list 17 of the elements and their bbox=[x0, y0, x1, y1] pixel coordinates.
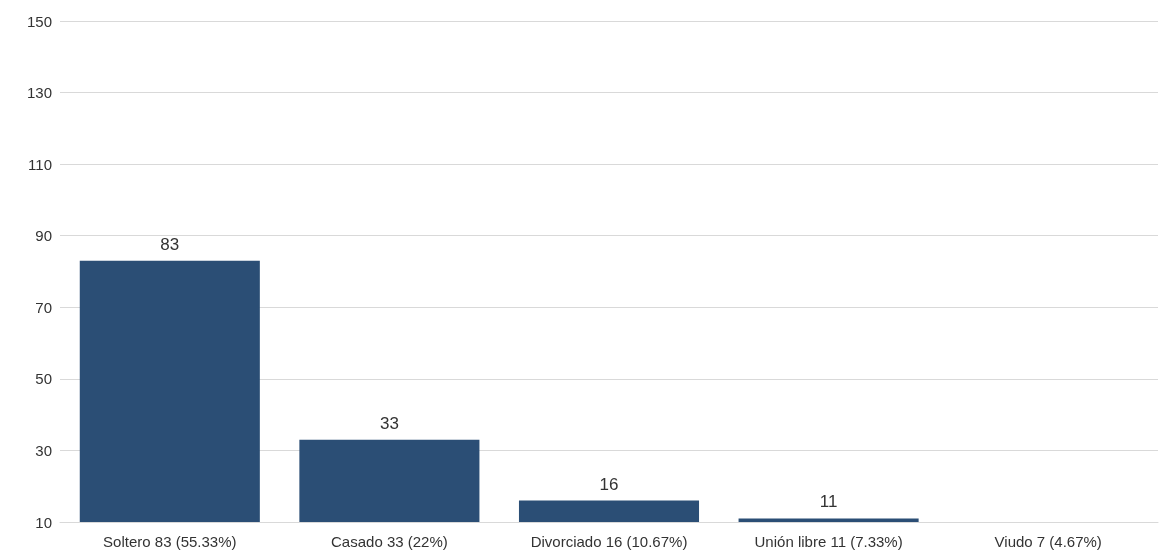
data-label: 33 bbox=[379, 413, 399, 433]
x-tick-label: Casado 33 (22%) bbox=[331, 533, 448, 550]
y-tick-label: 110 bbox=[28, 155, 52, 173]
y-tick-label: 150 bbox=[26, 12, 52, 30]
x-tick-label: Viudo 7 (4.67%) bbox=[994, 533, 1102, 550]
y-tick-label: 90 bbox=[35, 227, 52, 245]
x-tick-label: Soltero 83 (55.33%) bbox=[103, 533, 237, 550]
x-tick-label: Unión libre 11 (7.33%) bbox=[754, 533, 903, 550]
data-label: 16 bbox=[599, 474, 619, 494]
y-tick-label: 130 bbox=[26, 84, 52, 102]
y-tick-label: 30 bbox=[35, 441, 52, 459]
y-tick-label: 10 bbox=[35, 513, 52, 531]
y-tick-label: 50 bbox=[35, 370, 52, 388]
data-label: 83 bbox=[160, 234, 180, 254]
x-tick-label: Divorciado 16 (10.67%) bbox=[530, 533, 688, 550]
y-tick-label: 70 bbox=[35, 298, 52, 316]
data-label: 11 bbox=[819, 492, 838, 512]
